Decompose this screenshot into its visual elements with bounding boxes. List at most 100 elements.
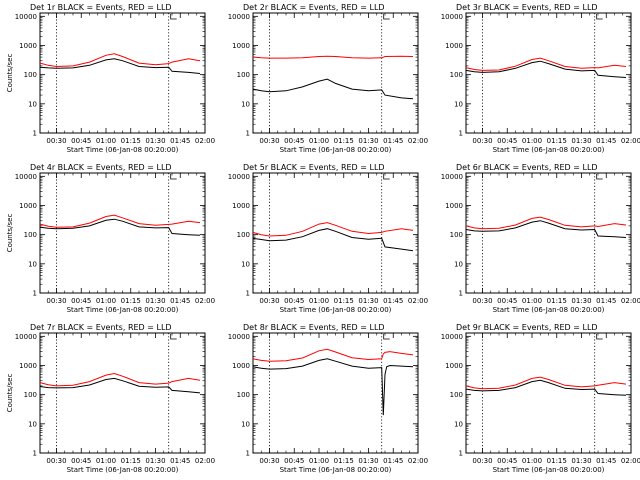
y-tick-label: 10000 [15,333,37,341]
x-tick-label: 01:45 [383,297,403,305]
y-tick-label: 1 [246,450,250,458]
plot-frame [465,12,632,134]
x-tick-label: 01:00 [309,457,329,465]
y-tick-label: 1 [246,290,250,298]
y-tick-label: 1000 [232,202,250,210]
x-tick-label: 00:45 [497,297,517,305]
y-tick-label: 10000 [228,13,250,21]
x-tick-label: 00:45 [284,457,304,465]
x-tick-label: 01:30 [145,137,165,145]
x-axis-label: Start Time (06-Jan-08 00:20:00) [493,306,605,314]
x-tick-label: 01:00 [96,297,116,305]
x-tick-label: 01:15 [334,457,354,465]
plot-frame [252,172,419,294]
y-tick-label: 10 [28,260,37,268]
y-tick-label: 100 [237,71,250,79]
x-tick-label: 02:00 [621,137,640,145]
x-axis-label: Start Time (06-Jan-08 00:20:00) [280,146,392,154]
x-tick-label: 01:00 [96,457,116,465]
chart-title: Det 3r BLACK = Events, RED = LLD [456,3,598,12]
chart-title: Det 2r BLACK = Events, RED = LLD [243,3,385,12]
x-tick-label: 00:30 [46,297,66,305]
x-tick-label: 00:45 [71,137,91,145]
x-tick-label: 00:45 [497,137,517,145]
chart-svg: Det 6r BLACK = Events, RED = LLD 1 10 100 10… [441,163,640,314]
chart-panel: Det 2r BLACK = Events, RED = LLD 1 10 100 10… [213,0,428,160]
x-tick-label: 01:15 [121,457,141,465]
chart-panel: Det 5r BLACK = Events, RED = LLD 1 10 100 10… [213,160,428,320]
y-tick-label: 100 [450,71,463,79]
x-tick-label: 00:30 [46,137,66,145]
x-tick-label: 00:45 [497,457,517,465]
chart-panel: Det 9r BLACK = Events, RED = LLD 1 10 100 10… [426,320,640,480]
y-tick-label: 1000 [232,362,250,370]
chart-svg: Det 1r BLACK = Events, RED = LLD 1 10 100 10… [6,3,215,154]
y-tick-label: 10000 [441,333,463,341]
x-tick-label: 01:00 [522,137,542,145]
x-tick-label: 01:15 [334,297,354,305]
y-tick-label: 10000 [441,173,463,181]
y-tick-label: 10 [241,100,250,108]
x-tick-label: 01:30 [571,297,591,305]
y-tick-label: 100 [237,391,250,399]
x-tick-label: 02:00 [408,297,428,305]
lld-series-line [252,55,414,59]
x-tick-label: 01:45 [170,137,190,145]
x-tick-label: 00:30 [46,457,66,465]
chart-panel: Det 3r BLACK = Events, RED = LLD 1 10 100 10… [426,0,640,160]
y-tick-label: 100 [24,231,37,239]
x-tick-label: 01:00 [309,137,329,145]
corner-bracket [596,334,603,340]
x-tick-label: 01:30 [571,457,591,465]
chart-svg: Det 5r BLACK = Events, RED = LLD 1 10 100 10… [228,163,428,314]
chart-title: Det 6r BLACK = Events, RED = LLD [456,163,598,172]
chart-svg: Det 8r BLACK = Events, RED = LLD 1 10 100 10… [228,323,428,474]
lld-series-line [252,348,414,362]
y-tick-label: 100 [24,391,37,399]
lld-series-line [465,216,627,230]
x-tick-label: 01:00 [522,297,542,305]
lld-series-line [465,376,627,390]
x-tick-label: 01:30 [145,457,165,465]
y-tick-label: 1 [459,290,463,298]
corner-bracket [596,14,603,20]
y-tick-label: 100 [450,231,463,239]
y-tick-label: 100 [24,71,37,79]
y-tick-label: 1 [459,130,463,138]
x-tick-label: 01:45 [170,297,190,305]
x-axis-label: Start Time (06-Jan-08 00:20:00) [67,306,179,314]
y-tick-label: 1 [33,130,37,138]
y-tick-label: 10 [28,100,37,108]
y-tick-label: 10 [454,260,463,268]
plot-frame [252,12,419,134]
x-tick-label: 01:00 [522,457,542,465]
y-tick-label: 10000 [15,173,37,181]
chart-svg: Det 4r BLACK = Events, RED = LLD 1 10 100 10… [6,163,215,314]
x-tick-label: 01:30 [358,297,378,305]
x-tick-label: 02:00 [195,297,215,305]
x-tick-label: 01:30 [571,137,591,145]
events-series-line [252,228,414,252]
y-tick-label: 1000 [19,42,37,50]
x-axis-label: Start Time (06-Jan-08 00:20:00) [493,146,605,154]
x-tick-label: 02:00 [621,297,640,305]
lld-series-line [465,57,627,71]
x-tick-label: 01:45 [170,457,190,465]
events-series-line [252,358,414,416]
corner-bracket [383,334,390,340]
x-tick-label: 01:15 [547,137,567,145]
x-tick-label: 00:45 [284,297,304,305]
plot-frame [465,332,632,454]
x-tick-label: 00:30 [472,137,492,145]
x-tick-label: 01:45 [383,137,403,145]
y-tick-label: 10000 [15,13,37,21]
x-tick-label: 00:30 [472,457,492,465]
x-axis-label: Start Time (06-Jan-08 00:20:00) [67,146,179,154]
x-tick-label: 01:30 [358,457,378,465]
x-axis-label: Start Time (06-Jan-08 00:20:00) [280,466,392,474]
x-tick-label: 00:30 [259,297,279,305]
y-tick-label: 1000 [19,362,37,370]
x-tick-label: 01:30 [145,297,165,305]
corner-bracket [170,174,177,180]
